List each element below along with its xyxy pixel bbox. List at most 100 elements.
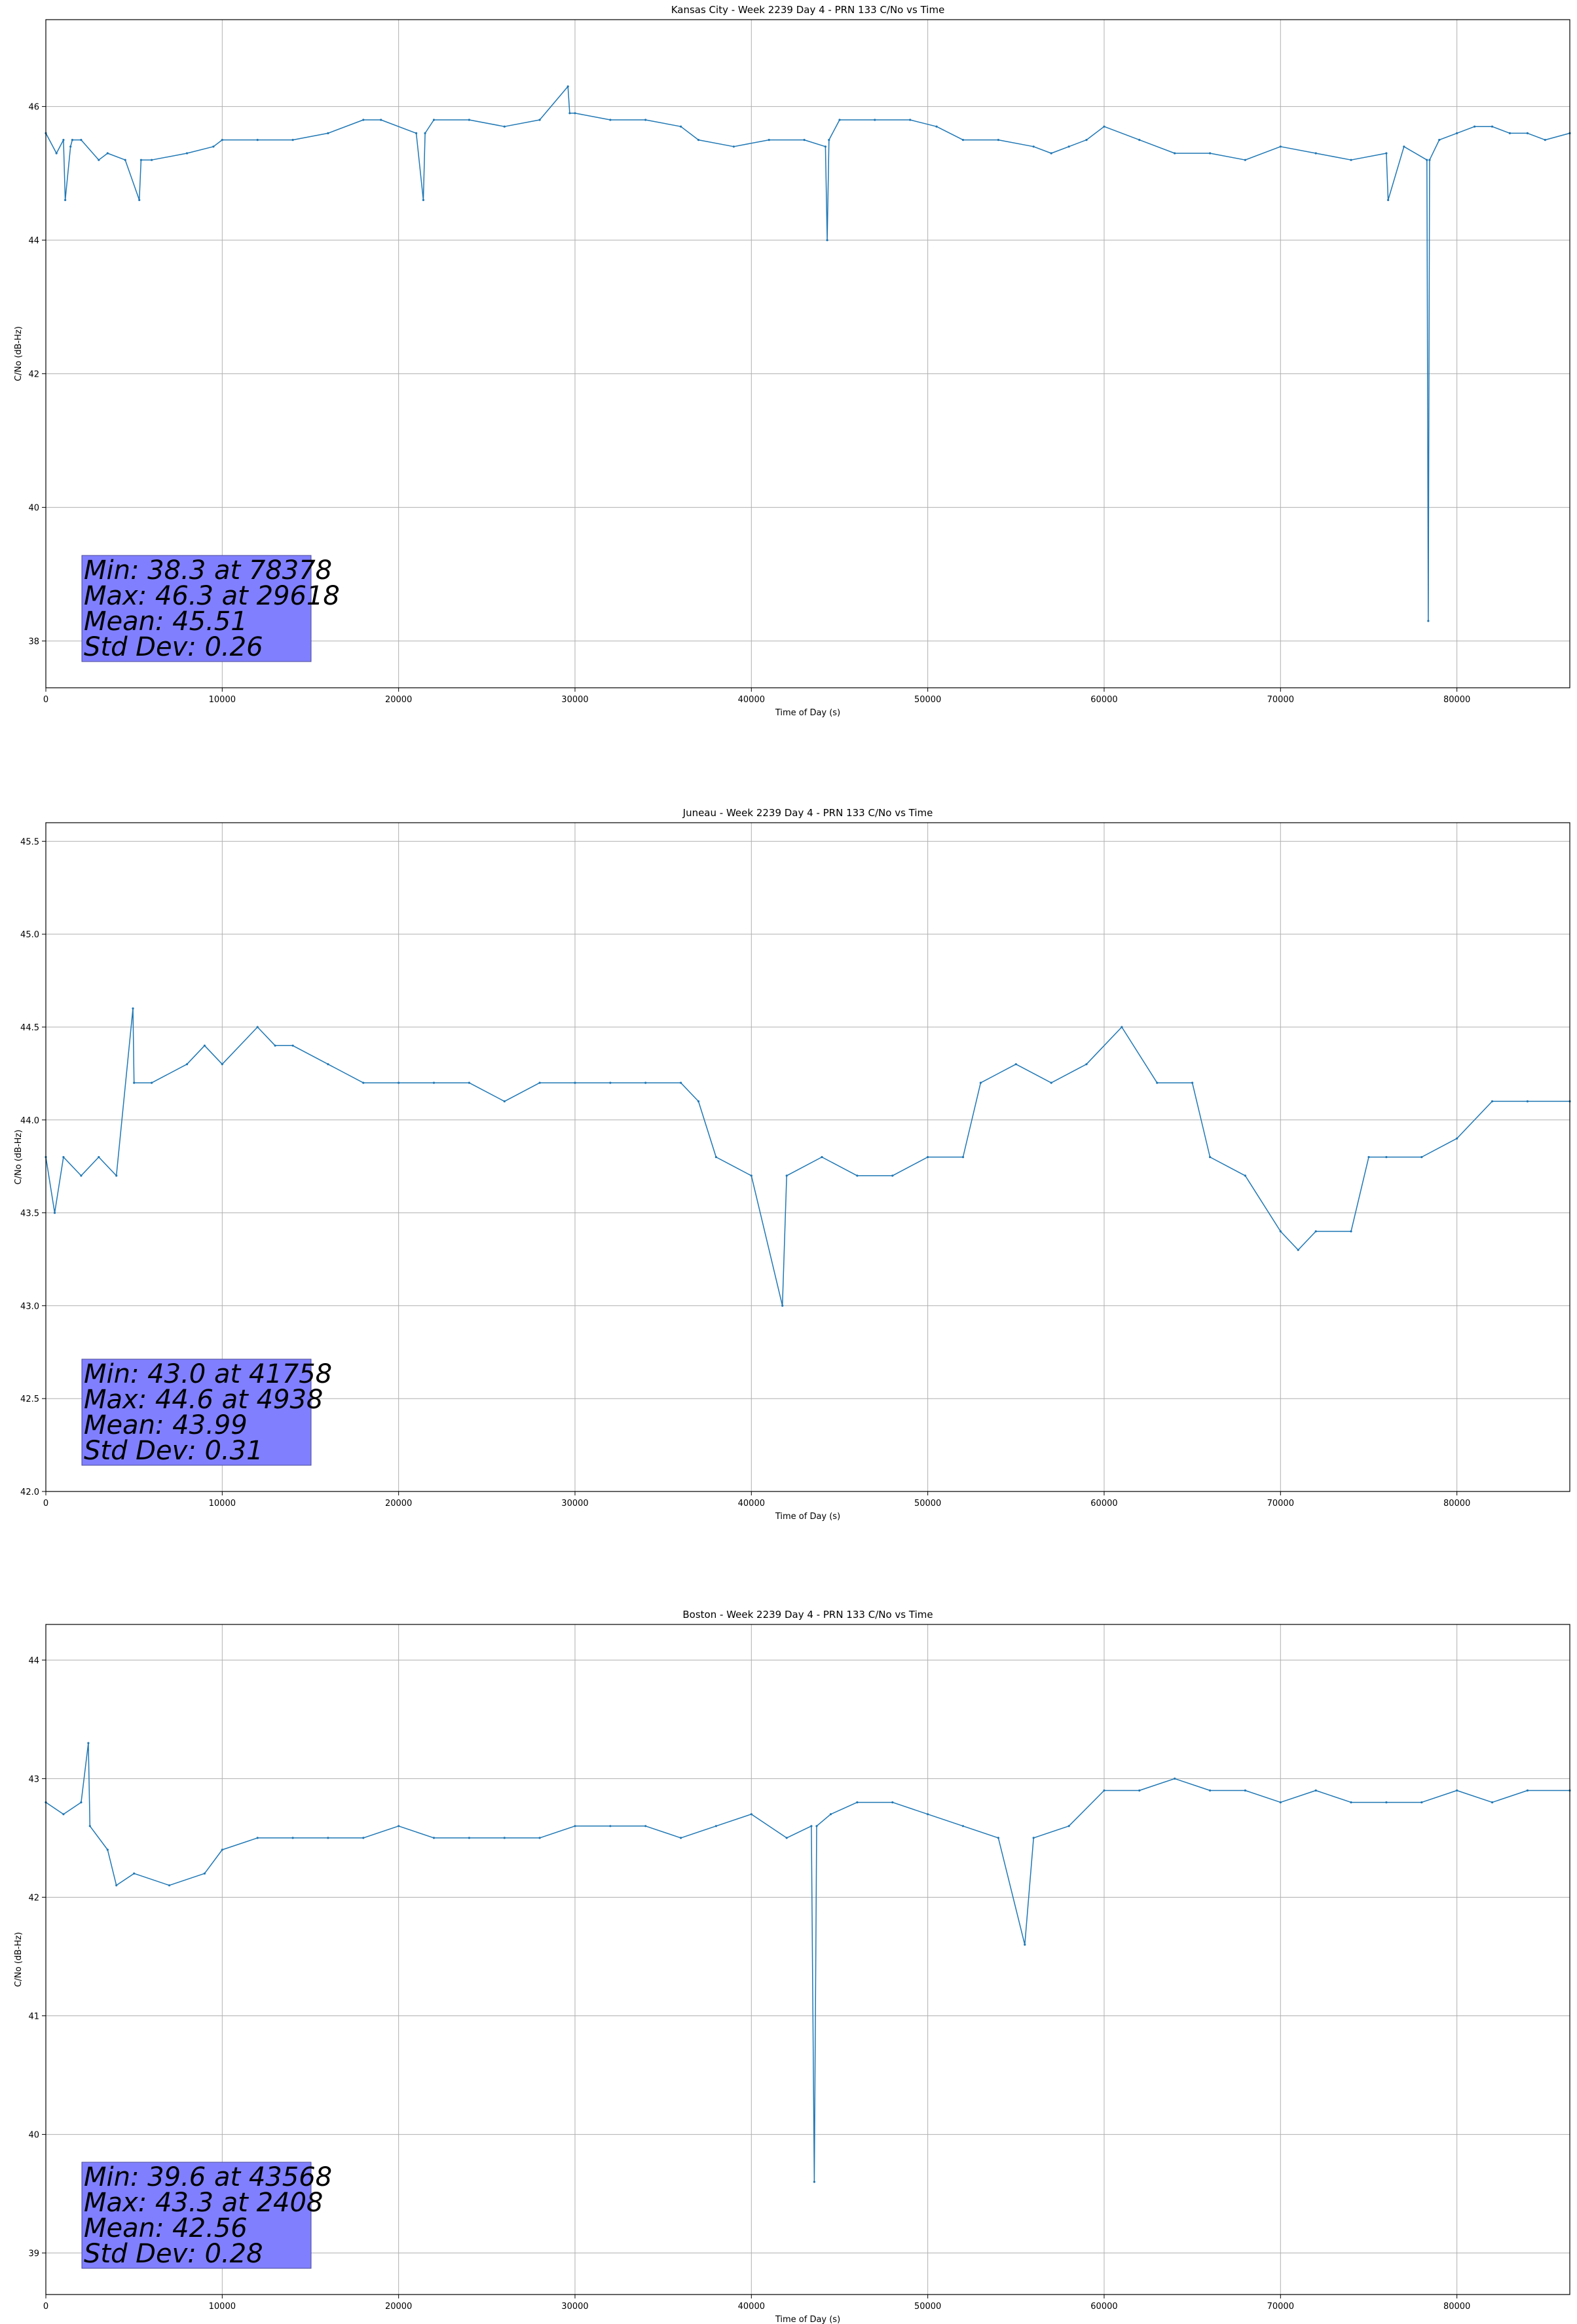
data-point (750, 1174, 752, 1177)
data-point (62, 1155, 65, 1159)
data-point (256, 1026, 259, 1028)
data-point (362, 1081, 365, 1084)
data-point (909, 119, 912, 121)
data-point (468, 1081, 471, 1084)
data-point (106, 152, 109, 155)
data-point (415, 132, 418, 134)
data-point (185, 1063, 189, 1066)
data-point (1385, 1155, 1388, 1159)
data-point (98, 159, 100, 161)
x-axis-label: Time of Day (s) (775, 1512, 840, 1522)
x-tick-label: 30000 (561, 2302, 588, 2312)
data-point (538, 1837, 541, 1839)
data-point (133, 1081, 136, 1084)
data-point (362, 119, 365, 121)
data-point (132, 1007, 134, 1010)
data-point (768, 139, 770, 141)
data-point (1050, 152, 1052, 155)
stats-text-line: Mean: 42.56 (84, 2213, 248, 2243)
data-point (566, 85, 569, 88)
x-tick-label: 60000 (1090, 1499, 1117, 1509)
y-tick-label: 44 (28, 1656, 39, 1666)
data-point (1067, 145, 1070, 148)
data-point (1491, 1801, 1494, 1804)
data-point (1174, 152, 1176, 155)
data-point (1244, 1174, 1246, 1177)
data-point (828, 139, 830, 141)
x-tick-label: 20000 (385, 1499, 412, 1509)
data-point (1024, 1943, 1026, 1946)
stats-box (81, 2162, 312, 2269)
x-tick-label: 30000 (561, 695, 588, 705)
data-point (432, 1081, 436, 1084)
x-tick-label: 20000 (385, 2302, 412, 2312)
data-point (1032, 1837, 1035, 1839)
x-tick-label: 70000 (1267, 1499, 1294, 1509)
data-point (697, 139, 700, 141)
stats-text-line: Min: 39.6 at 43568 (84, 2162, 332, 2192)
data-point (891, 1174, 894, 1177)
data-point (1067, 1825, 1070, 1827)
y-tick-label: 40 (28, 2131, 39, 2141)
stats-text-line: Max: 43.3 at 2408 (84, 2188, 323, 2218)
data-point (468, 1837, 471, 1839)
data-point (291, 139, 294, 141)
data-point (55, 152, 58, 155)
data-point (979, 1081, 982, 1084)
y-tick-label: 39 (28, 2249, 39, 2259)
stats-text-line: Std Dev: 0.31 (84, 1436, 263, 1466)
data-point (1474, 125, 1476, 128)
data-point (503, 1100, 506, 1102)
data-point (750, 1813, 752, 1816)
data-point (680, 1081, 682, 1084)
data-point (644, 119, 647, 121)
data-point (1427, 620, 1430, 622)
data-point (1350, 159, 1352, 161)
stats-box (81, 1359, 312, 1466)
data-point (856, 1801, 859, 1804)
data-point (1297, 1248, 1299, 1251)
data-point (1174, 1777, 1176, 1780)
data-point (1385, 152, 1388, 155)
data-point (1456, 132, 1458, 134)
data-point (1085, 139, 1088, 141)
data-point (935, 125, 938, 128)
y-tick-label: 42.0 (20, 1488, 39, 1497)
data-point (291, 1044, 294, 1047)
data-point (680, 1837, 682, 1839)
data-point (80, 1801, 83, 1804)
data-point (785, 1174, 788, 1177)
data-point (1420, 1155, 1423, 1159)
stats-text-line: Std Dev: 0.26 (84, 632, 263, 662)
data-point (856, 1174, 859, 1177)
data-point (327, 1063, 329, 1066)
data-point (803, 139, 806, 141)
data-point (1209, 1789, 1212, 1792)
y-tick-label: 44 (28, 236, 39, 246)
data-point (961, 1825, 965, 1827)
x-tick-label: 60000 (1090, 2302, 1117, 2312)
data-point (961, 1155, 965, 1159)
data-point (538, 1081, 541, 1084)
y-axis-label: C/No (dB-Hz) (14, 1932, 24, 1987)
data-point (714, 1155, 717, 1159)
data-point (468, 119, 471, 121)
chart-title: Kansas City - Week 2239 Day 4 - PRN 133 … (671, 4, 945, 16)
data-point (609, 1081, 612, 1084)
data-point (1508, 132, 1511, 134)
data-point (574, 112, 576, 115)
y-tick-label: 45.0 (20, 930, 39, 940)
data-point (1121, 1026, 1123, 1028)
data-point (1526, 1100, 1529, 1102)
data-point (1420, 1801, 1423, 1804)
data-point (826, 239, 828, 242)
data-point (291, 1837, 294, 1839)
data-point (538, 119, 541, 121)
data-point (1314, 1789, 1317, 1792)
x-tick-label: 70000 (1267, 2302, 1294, 2312)
data-point (503, 125, 506, 128)
data-point (1403, 145, 1405, 148)
x-tick-label: 0 (43, 1499, 48, 1509)
data-point (732, 145, 735, 148)
x-tick-label: 40000 (738, 695, 765, 705)
